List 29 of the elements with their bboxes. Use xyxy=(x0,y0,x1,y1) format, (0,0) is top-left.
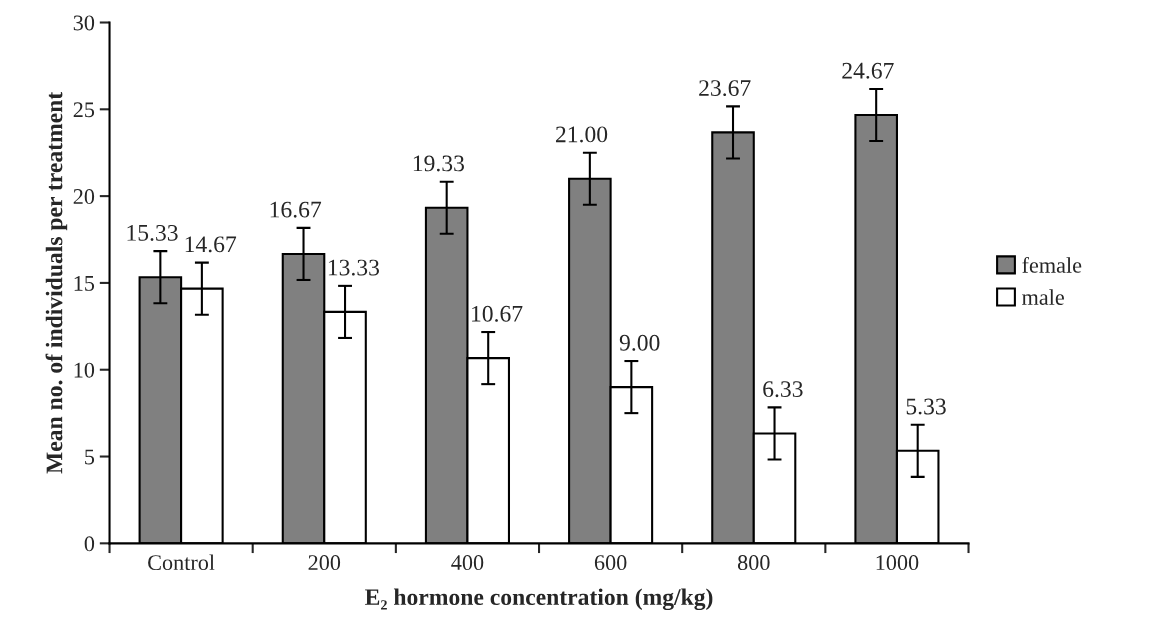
data-label: 19.33 xyxy=(413,155,464,172)
data-label: 24.67 xyxy=(842,62,894,79)
data-label: 14.67 xyxy=(185,236,237,253)
y-tick-label: 15 xyxy=(74,275,95,291)
data-label: 13.33 xyxy=(328,259,380,276)
data-label: 5.33 xyxy=(906,398,946,415)
data-label: 23.67 xyxy=(699,80,751,97)
y-tick-label: 20 xyxy=(73,189,95,205)
x-tick-label: Control xyxy=(148,554,215,571)
y-tick-label: 30 xyxy=(73,15,95,31)
legend-label: male xyxy=(1022,289,1064,305)
x-tick-label: 800 xyxy=(737,555,770,571)
data-label: 9.00 xyxy=(619,334,660,351)
data-label: 16.67 xyxy=(270,201,322,218)
data-label: 21.00 xyxy=(555,126,608,143)
y-axis-title: Mean no. of individuals per treatment xyxy=(45,91,68,474)
y-tick-label: 25 xyxy=(73,102,95,118)
data-label: 15.33 xyxy=(127,224,178,241)
x-tick-label: 1000 xyxy=(876,555,919,571)
y-tick-label: 0 xyxy=(84,536,95,552)
x-tick-label: 600 xyxy=(594,555,627,571)
data-label: 6.33 xyxy=(763,381,803,398)
x-axis-title: E₂ hormone concentration (mg/kg) xyxy=(365,588,713,611)
data-label: 10.67 xyxy=(472,305,523,322)
y-tick-label: 10 xyxy=(74,362,95,378)
x-tick-label: 400 xyxy=(451,555,484,571)
legend-label: female xyxy=(1022,256,1082,273)
y-tick-label: 5 xyxy=(85,449,95,465)
x-tick-label: 200 xyxy=(308,555,341,571)
